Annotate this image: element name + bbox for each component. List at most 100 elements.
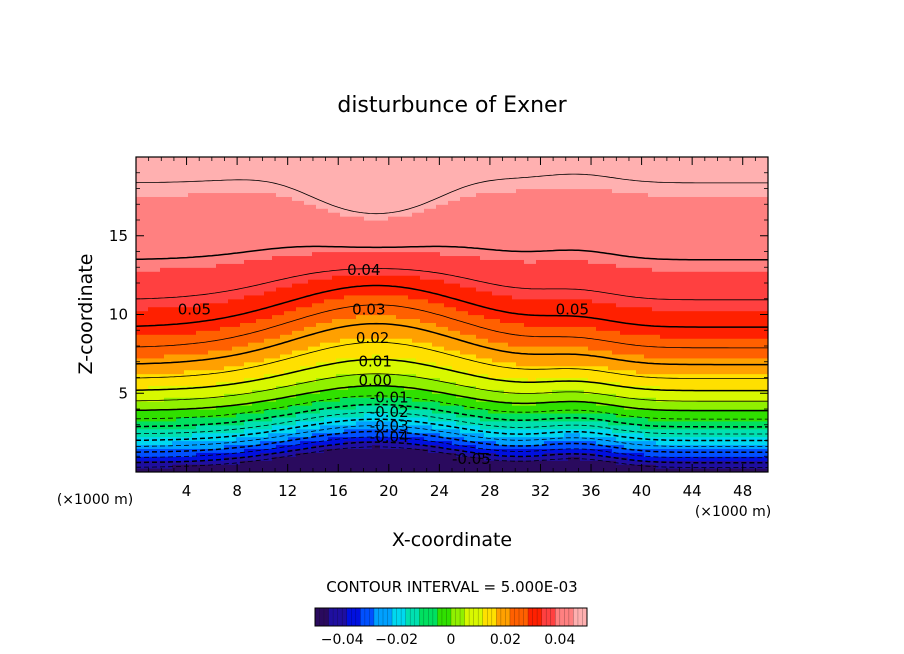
field-cell	[300, 436, 305, 442]
field-cell	[184, 263, 189, 268]
field-cell	[320, 192, 325, 197]
field-cell	[280, 314, 285, 320]
field-cell	[324, 231, 329, 237]
field-cell	[248, 460, 253, 465]
field-cell	[336, 357, 341, 363]
field-cell	[360, 176, 365, 182]
field-cell	[208, 401, 213, 406]
field-cell	[244, 160, 249, 166]
field-cell	[212, 263, 217, 268]
field-cell	[240, 318, 245, 323]
field-cell	[320, 298, 325, 304]
field-cell	[252, 420, 257, 426]
field-cell	[344, 208, 349, 213]
field-cell	[272, 436, 277, 442]
field-cell	[164, 247, 169, 253]
field-cell	[280, 385, 285, 390]
field-cell	[336, 318, 341, 323]
field-cell	[140, 373, 145, 379]
field-cell	[320, 357, 325, 363]
field-cell	[148, 389, 153, 394]
field-cell	[220, 405, 225, 410]
field-cell	[208, 172, 213, 178]
field-cell	[368, 420, 373, 426]
field-cell	[148, 192, 153, 197]
field-cell	[152, 420, 157, 426]
field-cell	[216, 330, 221, 335]
field-cell	[272, 231, 277, 237]
field-cell	[228, 361, 233, 367]
field-cell	[184, 349, 189, 355]
field-cell	[328, 283, 333, 288]
field-cell	[344, 176, 349, 182]
field-cell	[252, 227, 257, 233]
field-cell	[192, 338, 197, 343]
field-cell	[196, 160, 201, 166]
field-cell	[364, 172, 369, 178]
field-cell	[160, 342, 165, 347]
field-cell	[272, 208, 277, 213]
field-cell	[216, 223, 221, 229]
field-cell	[304, 306, 309, 312]
field-cell	[192, 412, 197, 418]
field-cell	[308, 200, 313, 205]
field-cell	[160, 440, 165, 446]
field-cell	[216, 349, 221, 355]
field-cell	[352, 188, 357, 194]
field-cell	[216, 322, 221, 327]
field-cell	[140, 290, 145, 296]
field-cell	[284, 409, 289, 414]
field-cell	[164, 440, 169, 446]
field-cell	[376, 239, 381, 245]
field-cell	[268, 208, 273, 213]
field-cell	[308, 353, 313, 359]
field-cell	[144, 227, 149, 233]
field-cell	[332, 448, 337, 453]
field-cell	[268, 259, 273, 264]
field-cell	[148, 330, 153, 335]
field-cell	[316, 283, 321, 288]
field-cell	[200, 172, 205, 178]
field-cell	[352, 353, 357, 359]
field-cell	[180, 428, 185, 434]
field-cell	[220, 389, 225, 394]
field-cell	[376, 290, 381, 296]
field-cell	[164, 223, 169, 229]
field-cell	[184, 405, 189, 410]
field-cell	[168, 412, 173, 418]
field-cell	[176, 160, 181, 166]
field-cell	[212, 326, 217, 331]
field-cell	[312, 247, 317, 253]
field-cell	[228, 196, 233, 201]
field-cell	[268, 322, 273, 327]
field-cell	[312, 334, 317, 339]
field-cell	[160, 306, 165, 312]
field-cell	[148, 349, 153, 355]
field-cell	[280, 361, 285, 367]
field-cell	[180, 405, 185, 410]
field-cell	[268, 353, 273, 359]
field-cell	[300, 302, 305, 308]
field-cell	[264, 377, 269, 383]
field-cell	[164, 160, 169, 166]
field-cell	[184, 409, 189, 414]
field-cell	[196, 342, 201, 347]
field-cell	[196, 338, 201, 343]
field-cell	[308, 279, 313, 284]
field-cell	[332, 409, 337, 414]
field-cell	[288, 294, 293, 300]
field-cell	[296, 346, 301, 351]
field-cell	[212, 208, 217, 213]
field-cell	[312, 381, 317, 386]
field-cell	[336, 184, 341, 190]
field-cell	[204, 444, 209, 449]
field-cell	[204, 247, 209, 253]
field-cell	[308, 164, 313, 170]
field-cell	[316, 353, 321, 359]
field-cell	[204, 251, 209, 257]
field-cell	[352, 227, 357, 233]
field-cell	[184, 306, 189, 312]
field-cell	[280, 349, 285, 355]
field-cell	[172, 385, 177, 390]
field-cell	[360, 468, 365, 472]
